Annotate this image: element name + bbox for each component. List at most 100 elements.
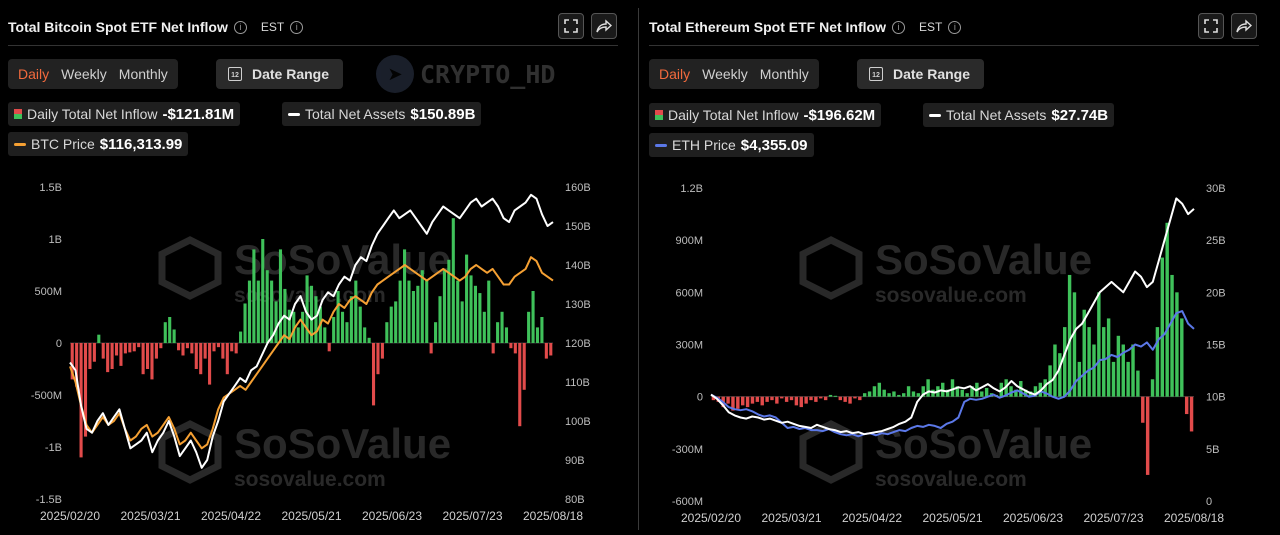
inflow-bar <box>745 396 750 408</box>
x-axis-tick: 2025/05/21 <box>281 509 341 523</box>
left-axis-tick: 0 <box>697 392 703 404</box>
inflow-bar <box>887 393 891 397</box>
right-axis-tick: 110B <box>565 377 590 389</box>
x-axis-tick: 2025/06/23 <box>362 509 422 523</box>
inflow-bar <box>848 396 852 404</box>
left-axis-tick: 300M <box>675 340 703 352</box>
share-icon[interactable] <box>1231 13 1257 39</box>
inflow-bar <box>941 382 945 397</box>
legend-value: -$121.81M <box>162 105 235 123</box>
eth-panel: Total Ethereum Spot ETF Net Inflow i EST… <box>641 0 1280 535</box>
inflow-bar <box>1121 344 1125 397</box>
btc-timezone: EST <box>260 20 285 34</box>
watermark-name: SoSoValue <box>875 420 1092 467</box>
inflow-bar <box>809 396 813 401</box>
inflow-bar <box>327 343 331 352</box>
inflow-bar <box>345 322 349 343</box>
inflow-bar <box>513 343 517 354</box>
date-range-button[interactable]: 12 Date Range <box>857 59 985 89</box>
inflow-bar <box>1072 292 1077 397</box>
inflow-bar <box>731 396 735 411</box>
left-axis-tick: 1.2B <box>680 183 703 195</box>
inflow-bar <box>199 343 203 375</box>
inflow-bar <box>970 386 974 397</box>
inflow-swatch <box>655 110 663 120</box>
x-axis-tick: 2025/07/23 <box>442 509 502 523</box>
tab-monthly[interactable]: Monthly <box>118 66 168 82</box>
tab-daily[interactable]: Daily <box>18 66 50 82</box>
inflow-bar <box>177 343 181 351</box>
inflow-bar <box>323 327 327 343</box>
tab-daily[interactable]: Daily <box>659 66 691 82</box>
btc-chart[interactable]: SoSoValuesosovalue.comSoSoValuesosovalue… <box>0 0 639 535</box>
info-icon[interactable]: i <box>290 20 304 34</box>
inflow-bar <box>509 343 513 349</box>
fullscreen-icon[interactable] <box>558 13 584 39</box>
inflow-bar <box>411 291 415 343</box>
info-icon[interactable]: i <box>891 20 905 34</box>
inflow-bar <box>141 343 145 375</box>
inflow-bar <box>911 391 916 397</box>
right-axis-tick: 150B <box>565 221 591 233</box>
inflow-bar <box>314 296 318 343</box>
inflow-bar <box>765 396 769 402</box>
inflow-bar <box>965 393 969 397</box>
x-axis-tick: 2025/05/21 <box>922 511 982 525</box>
left-axis-tick: 1.5B <box>39 182 62 194</box>
inflow-bar <box>367 337 371 343</box>
eth-legend-price[interactable]: ETH Price $4,355.09 <box>649 133 814 157</box>
eth-legend-assets[interactable]: Total Net Assets $27.74B <box>923 103 1115 127</box>
right-axis-tick: 5B <box>1206 444 1219 456</box>
inflow-bar <box>1067 274 1072 397</box>
legend-value: $27.74B <box>1051 106 1109 124</box>
eth-chart[interactable]: SoSoValuesosovalue.comSoSoValuesosovalue… <box>641 0 1280 535</box>
inflow-bar <box>750 396 755 404</box>
inflow-bar <box>212 343 216 352</box>
inflow-bar <box>784 396 789 402</box>
eth-chart-title: Total Ethereum Spot ETF Net Inflow <box>649 19 886 35</box>
info-icon[interactable]: i <box>948 20 962 34</box>
inflow-bar <box>1184 396 1189 415</box>
inflow-bar <box>101 343 105 359</box>
inflow-bar <box>540 317 544 343</box>
left-axis-tick: 500M <box>34 286 62 298</box>
assets-swatch <box>288 112 300 116</box>
calendar-icon: 12 <box>228 67 242 81</box>
eth-legend-inflow[interactable]: Daily Total Net Inflow -$196.62M <box>649 103 882 127</box>
inflow-bar <box>892 391 896 397</box>
btc-legend-assets[interactable]: Total Net Assets $150.89B <box>282 102 482 126</box>
fullscreen-icon[interactable] <box>1198 13 1224 39</box>
btc-legend-inflow[interactable]: Daily Total Net Inflow -$121.81M <box>8 102 241 126</box>
inflow-bar <box>906 386 911 397</box>
legend-value: $150.89B <box>410 105 476 123</box>
info-icon[interactable]: i <box>233 20 247 34</box>
inflow-bar <box>420 270 424 343</box>
tab-weekly[interactable]: Weekly <box>702 66 748 82</box>
date-range-label: Date Range <box>252 66 330 82</box>
inflow-bar <box>487 280 491 343</box>
inflow-bar <box>292 311 296 343</box>
inflow-bar <box>1053 344 1057 397</box>
inflow-bar <box>154 343 158 359</box>
date-range-button[interactable]: 12 Date Range <box>216 59 344 89</box>
inflow-bar <box>172 329 176 343</box>
share-icon[interactable] <box>591 13 617 39</box>
btc-legend-price[interactable]: BTC Price $116,313.99 <box>8 132 189 156</box>
right-axis-tick: 30B <box>1206 183 1226 195</box>
tab-monthly[interactable]: Monthly <box>759 66 809 82</box>
inflow-bar <box>491 343 495 354</box>
inflow-bar <box>438 296 442 343</box>
inflow-bar <box>274 301 278 343</box>
assets-swatch <box>929 113 941 117</box>
inflow-bar <box>119 343 123 366</box>
inflow-bar <box>838 396 842 401</box>
tab-weekly[interactable]: Weekly <box>61 66 107 82</box>
inflow-bar <box>1145 396 1150 475</box>
inflow-bar <box>159 343 163 349</box>
inflow-bar <box>1180 318 1184 397</box>
inflow-bar <box>549 343 553 356</box>
inflow-bar <box>442 270 446 343</box>
inflow-bar <box>921 386 925 397</box>
